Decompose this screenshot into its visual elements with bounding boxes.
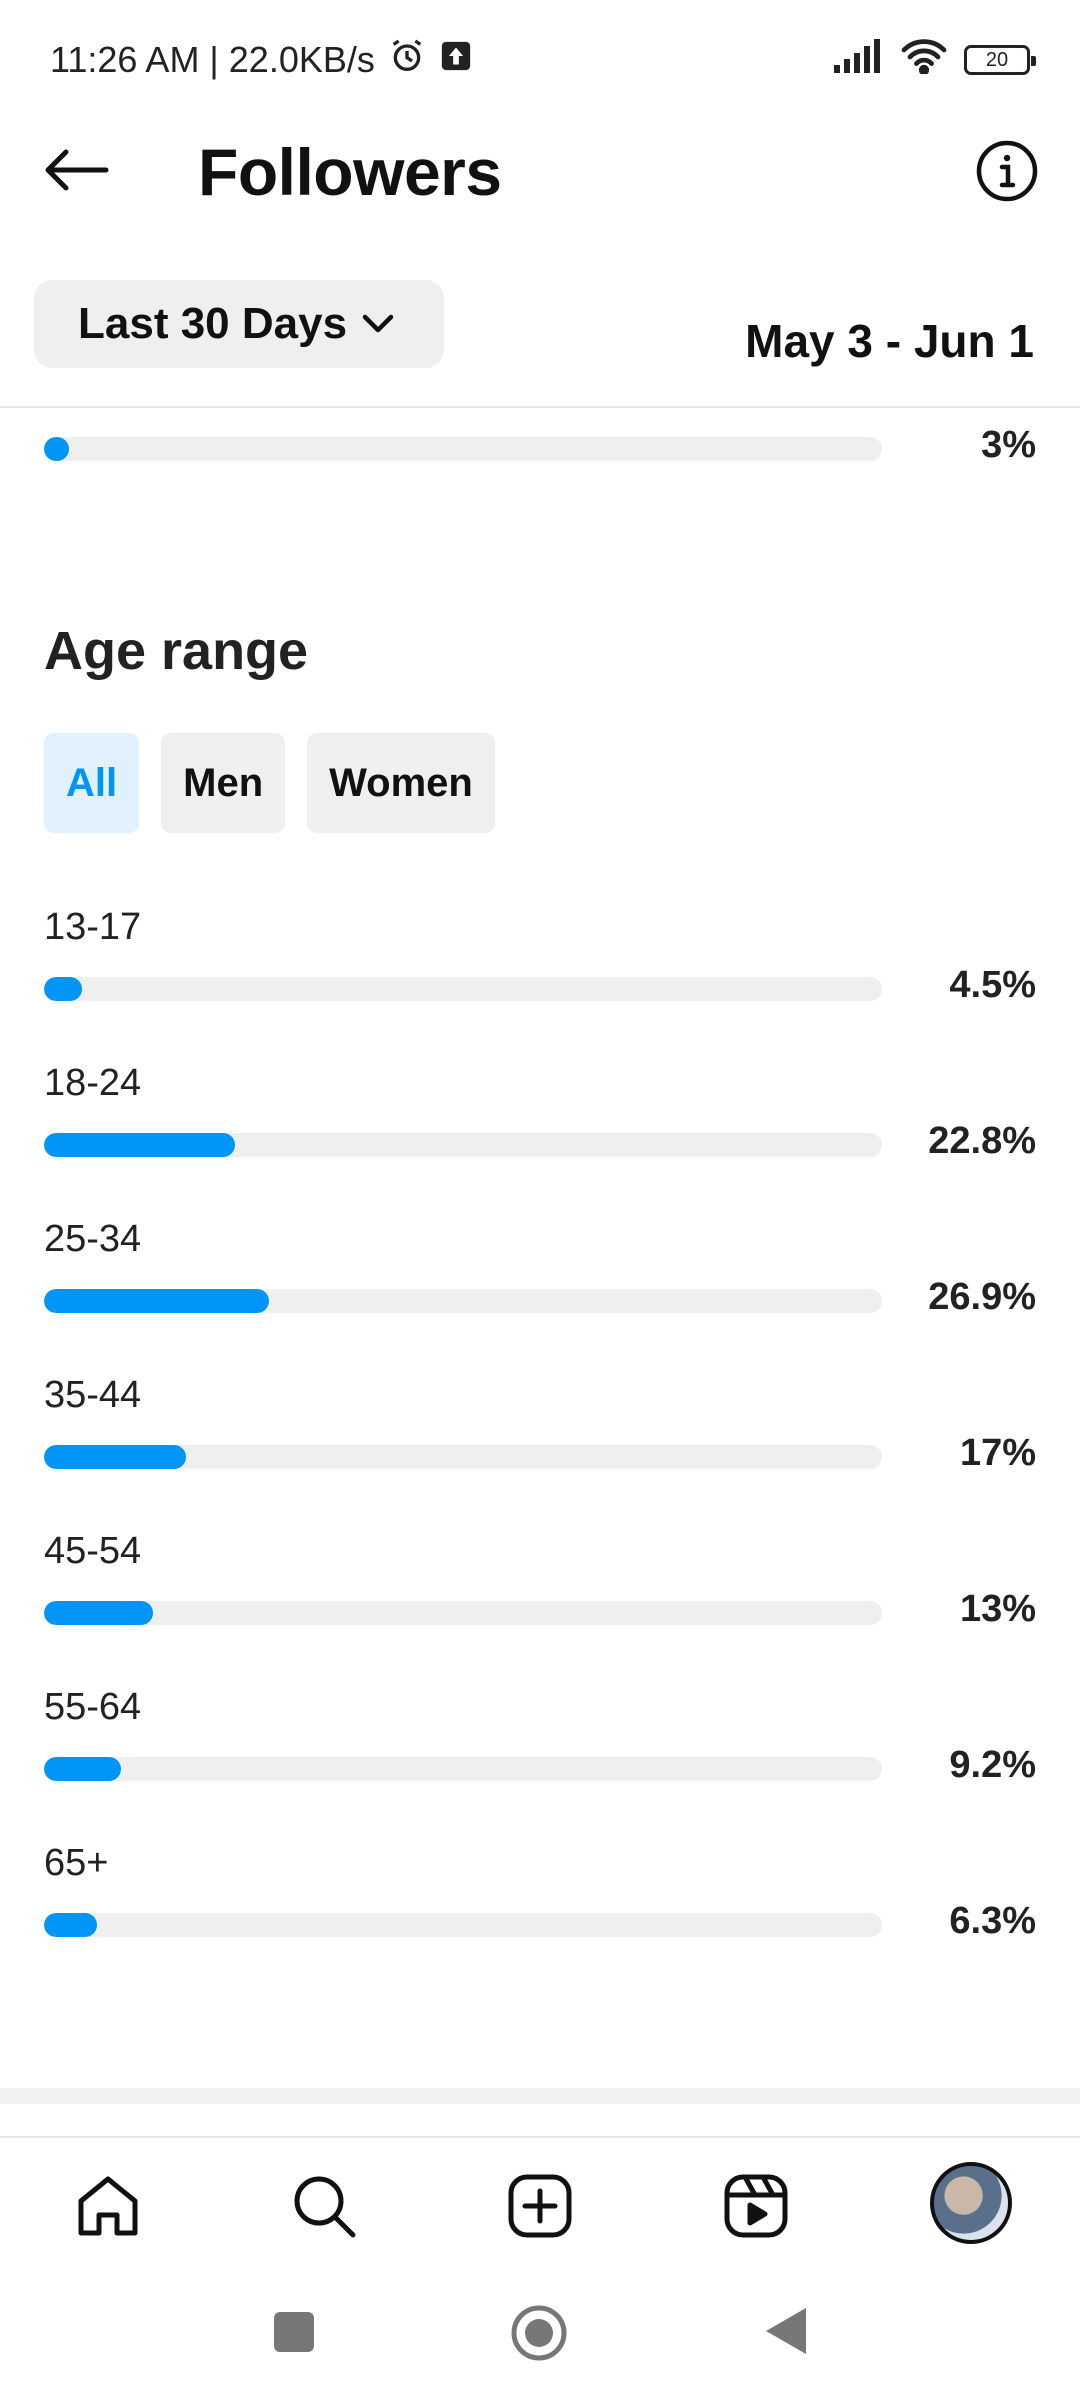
page-title: Followers	[198, 135, 502, 209]
system-nav-bar	[0, 2270, 1080, 2400]
age-bar-25-34	[44, 1289, 882, 1313]
status-time-speed: 11:26 AM | 22.0KB/s	[50, 39, 375, 80]
home-circle-icon	[511, 2305, 567, 2361]
age-label-45-54: 45-54	[44, 1530, 142, 1572]
age-percent-25-34: 26.9%	[928, 1276, 1036, 1318]
filter-chip-all[interactable]: All	[44, 733, 140, 833]
section-divider	[0, 2088, 1080, 2104]
tab-profile-avatar[interactable]	[930, 2162, 1012, 2244]
status-left: 11:26 AM | 22.0KB/s	[50, 36, 473, 85]
tab-create[interactable]	[500, 2166, 580, 2246]
age-bar-45-54	[44, 1601, 882, 1625]
reels-icon	[724, 2174, 788, 2238]
age-bar-13-17	[44, 977, 882, 1001]
tab-search[interactable]	[284, 2166, 364, 2246]
age-label-35-44: 35-44	[44, 1374, 142, 1416]
age-label-13-17: 13-17	[44, 906, 142, 948]
age-bar-35-44	[44, 1445, 882, 1469]
signal-icon	[834, 38, 884, 82]
prev-section-percent: 3%	[981, 424, 1036, 466]
tab-bar-divider	[0, 2136, 1080, 2138]
age-bar-fill-18-24	[44, 1133, 236, 1157]
battery-icon: 20	[964, 45, 1036, 75]
date-range-row: Last 30 Days May 3 - Jun 1	[0, 280, 1080, 376]
back-button[interactable]	[40, 138, 112, 202]
back-arrow-icon	[45, 149, 109, 191]
time-range-label: Last 30 Days	[78, 299, 348, 348]
filter-chip-men[interactable]: Men	[161, 733, 286, 833]
create-icon	[508, 2174, 572, 2238]
info-button[interactable]	[974, 138, 1040, 204]
home-system-button[interactable]	[510, 2304, 568, 2367]
age-bar-fill-55-64	[44, 1757, 122, 1781]
age-bar-fill-45-54	[44, 1601, 153, 1625]
search-icon	[294, 2176, 356, 2238]
tab-home[interactable]	[68, 2166, 148, 2246]
divider	[0, 406, 1080, 408]
battery-level: 20	[985, 48, 1009, 71]
date-range-text: May 3 - Jun 1	[745, 315, 1034, 367]
age-percent-13-17: 4.5%	[949, 964, 1036, 1006]
alarm-icon	[387, 36, 427, 85]
age-label-65-plus: 65+	[44, 1842, 109, 1884]
filter-chip-women[interactable]: Women	[307, 733, 495, 833]
back-triangle-icon	[766, 2308, 806, 2354]
time-range-dropdown[interactable]: Last 30 Days	[34, 280, 444, 368]
age-label-55-64: 55-64	[44, 1686, 142, 1728]
age-bar-fill-13-17	[44, 977, 82, 1001]
age-percent-45-54: 13%	[959, 1588, 1036, 1630]
tab-reels[interactable]	[716, 2166, 796, 2246]
age-percent-55-64: 9.2%	[949, 1744, 1036, 1786]
age-bar-18-24	[44, 1133, 882, 1157]
age-bar-fill-25-34	[44, 1289, 270, 1313]
age-bar-fill-35-44	[44, 1445, 187, 1469]
home-icon	[78, 2176, 138, 2236]
prev-section-bar-fill	[44, 437, 70, 461]
age-percent-18-24: 22.8%	[928, 1120, 1036, 1162]
recents-icon	[274, 2312, 314, 2352]
status-bar: 11:26 AM | 22.0KB/s 20	[0, 0, 1080, 120]
status-right: 20	[834, 38, 1036, 83]
age-filter-chips: All Men Women	[44, 733, 495, 833]
age-label-18-24: 18-24	[44, 1062, 142, 1104]
age-bar-fill-65-plus	[44, 1913, 97, 1937]
bottom-tab-bar	[0, 2140, 1080, 2270]
info-icon	[976, 140, 1038, 202]
upload-notification-icon	[439, 39, 473, 82]
age-bar-65-plus	[44, 1913, 882, 1937]
age-bar-55-64	[44, 1757, 882, 1781]
prev-section-bar	[44, 437, 882, 461]
back-system-button[interactable]	[762, 2306, 808, 2361]
age-percent-65-plus: 6.3%	[949, 1900, 1036, 1942]
header: Followers	[0, 120, 1080, 220]
chevron-down-icon	[362, 314, 394, 333]
age-range-title: Age range	[44, 621, 309, 681]
age-percent-35-44: 17%	[959, 1432, 1036, 1474]
recents-button[interactable]	[272, 2310, 316, 2359]
wifi-icon	[900, 38, 948, 83]
age-label-25-34: 25-34	[44, 1218, 142, 1260]
